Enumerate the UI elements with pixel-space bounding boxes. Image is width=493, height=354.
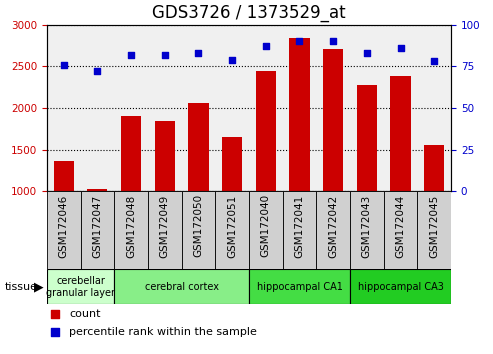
Bar bbox=[282, 191, 317, 269]
Text: count: count bbox=[69, 309, 101, 319]
Title: GDS3726 / 1373529_at: GDS3726 / 1373529_at bbox=[152, 4, 346, 22]
Bar bbox=[47, 191, 80, 269]
Bar bbox=[350, 269, 451, 304]
Point bbox=[161, 52, 169, 58]
Text: hippocampal CA1: hippocampal CA1 bbox=[256, 282, 343, 292]
Bar bbox=[188, 103, 209, 274]
Bar bbox=[181, 191, 215, 269]
Point bbox=[51, 312, 59, 317]
Point bbox=[396, 45, 404, 51]
Text: GSM172043: GSM172043 bbox=[362, 194, 372, 257]
Point bbox=[363, 50, 371, 56]
Bar bbox=[317, 191, 350, 269]
Bar bbox=[350, 191, 384, 269]
Bar bbox=[289, 38, 310, 274]
Text: GSM172049: GSM172049 bbox=[160, 194, 170, 257]
Bar bbox=[47, 269, 114, 304]
Bar bbox=[249, 191, 282, 269]
Text: GSM172050: GSM172050 bbox=[193, 194, 204, 257]
Point bbox=[60, 62, 68, 68]
Text: GSM172051: GSM172051 bbox=[227, 194, 237, 257]
Text: hippocampal CA3: hippocampal CA3 bbox=[357, 282, 444, 292]
Bar bbox=[87, 189, 107, 274]
Text: GSM172047: GSM172047 bbox=[92, 194, 103, 257]
Bar bbox=[114, 191, 148, 269]
Text: GSM172045: GSM172045 bbox=[429, 194, 439, 257]
Text: GSM172044: GSM172044 bbox=[395, 194, 406, 257]
Text: tissue: tissue bbox=[5, 282, 38, 292]
Text: GSM172046: GSM172046 bbox=[59, 194, 69, 257]
Bar bbox=[249, 269, 350, 304]
Bar bbox=[121, 116, 141, 274]
Bar bbox=[54, 161, 74, 274]
Bar bbox=[357, 85, 377, 274]
Bar bbox=[222, 137, 242, 274]
Point bbox=[262, 44, 270, 49]
Text: ▶: ▶ bbox=[34, 280, 43, 293]
Bar bbox=[390, 75, 411, 274]
Text: percentile rank within the sample: percentile rank within the sample bbox=[69, 327, 257, 337]
Text: GSM172048: GSM172048 bbox=[126, 194, 136, 257]
Point bbox=[430, 58, 438, 64]
Bar bbox=[215, 191, 249, 269]
Point bbox=[228, 57, 236, 63]
Point bbox=[296, 39, 304, 44]
Text: cerebral cortex: cerebral cortex bbox=[144, 282, 218, 292]
Bar bbox=[155, 121, 175, 274]
Text: GSM172042: GSM172042 bbox=[328, 194, 338, 257]
Point bbox=[194, 50, 203, 56]
Bar bbox=[114, 269, 249, 304]
Bar bbox=[256, 72, 276, 274]
Text: GSM172041: GSM172041 bbox=[294, 194, 305, 257]
Bar bbox=[80, 191, 114, 269]
Point bbox=[329, 39, 337, 44]
Bar bbox=[424, 145, 444, 274]
Bar bbox=[323, 49, 343, 274]
Text: cerebellar
granular layer: cerebellar granular layer bbox=[46, 276, 115, 298]
Text: GSM172040: GSM172040 bbox=[261, 194, 271, 257]
Bar bbox=[148, 191, 181, 269]
Point bbox=[94, 69, 102, 74]
Point bbox=[51, 329, 59, 335]
Point bbox=[127, 52, 135, 58]
Bar bbox=[384, 191, 418, 269]
Bar bbox=[418, 191, 451, 269]
